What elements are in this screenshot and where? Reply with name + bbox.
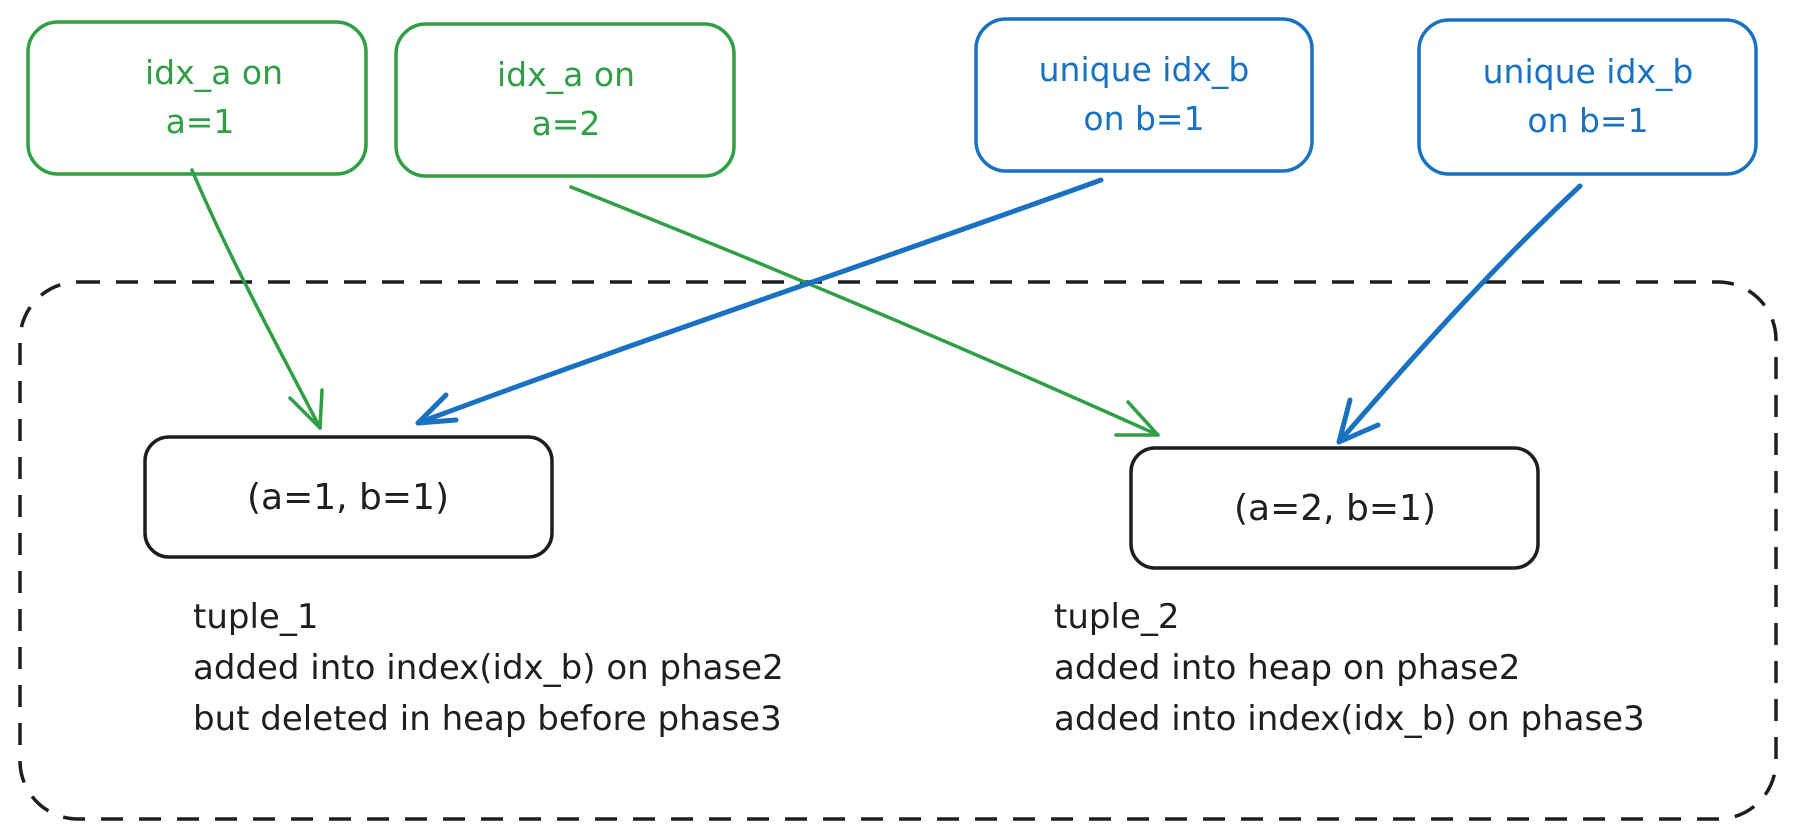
tuple-label: (a=1, b=1) [247, 477, 449, 518]
index-box-line2: a=1 [166, 102, 235, 141]
index-box-frame [394, 22, 736, 178]
arrow-unique-idx-b-1-to-tuple-1 [415, 177, 1104, 426]
tuple-label: (a=2, b=1) [1234, 488, 1436, 529]
index-box-line1: unique idx_b [1483, 52, 1694, 91]
note-line: tuple_2 [1054, 597, 1179, 637]
index-box-idx-a-2: idx_a on a=2 [394, 22, 736, 178]
index-box-line2: a=2 [532, 104, 601, 143]
arrow-idx-a-1-to-tuple-1 [190, 168, 324, 430]
index-box-line1: idx_a on [497, 55, 635, 94]
note-line: added into index(idx_b) on phase2 [193, 648, 784, 688]
tuple-box-2: (a=2, b=1) [1129, 446, 1540, 570]
arrow-idx-a-2-to-tuple-2 [569, 185, 1160, 437]
index-box-line1: idx_a on [145, 53, 283, 92]
index-box-unique-idx-b-1: unique idx_b on b=1 [974, 17, 1314, 173]
note-line: tuple_1 [193, 597, 318, 637]
index-box-idx-a-1: idx_a on a=1 [26, 20, 368, 176]
index-box-frame [1417, 18, 1758, 176]
index-box-frame [974, 17, 1314, 173]
tuple-box-1: (a=1, b=1) [143, 435, 554, 559]
heap-container [18, 280, 1778, 821]
index-box-line2: on b=1 [1527, 101, 1648, 140]
index-box-unique-idx-b-2: unique idx_b on b=1 [1417, 18, 1758, 176]
note-line: added into index(idx_b) on phase3 [1054, 699, 1645, 739]
index-box-frame [26, 20, 368, 176]
note-line: added into heap on phase2 [1054, 648, 1520, 688]
tuple-2-note: tuple_2 added into heap on phase2 added … [1054, 597, 1645, 739]
index-box-line2: on b=1 [1083, 99, 1204, 138]
tuple-1-note: tuple_1 added into index(idx_b) on phase… [193, 597, 784, 739]
note-line: but deleted in heap before phase3 [193, 699, 782, 739]
arrow-unique-idx-b-2-to-tuple-2 [1336, 183, 1583, 445]
index-box-line1: unique idx_b [1039, 50, 1250, 89]
tuple-box-frame [143, 435, 554, 559]
tuple-box-frame [1129, 446, 1540, 570]
